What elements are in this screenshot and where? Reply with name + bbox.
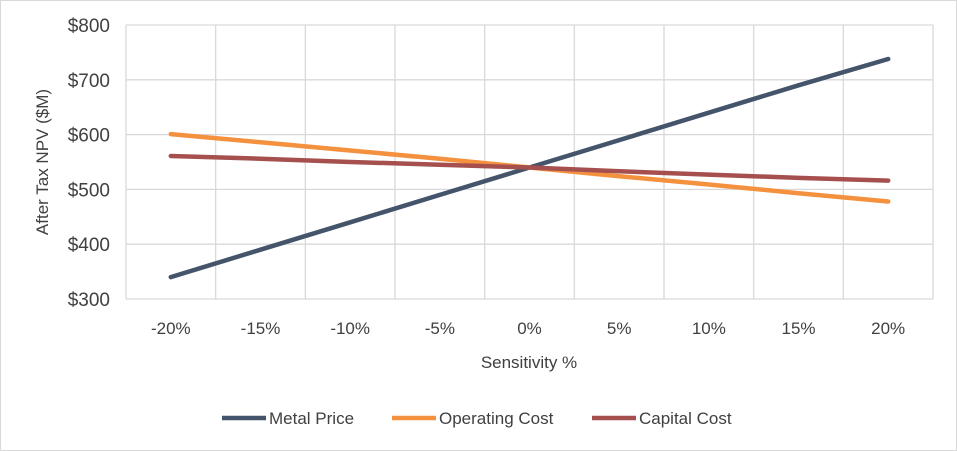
x-tick-label: 5% <box>607 319 632 338</box>
y-axis-label: After Tax NPV ($M) <box>33 89 52 235</box>
x-tick-label: 15% <box>781 319 815 338</box>
legend-label: Metal Price <box>269 409 354 428</box>
y-tick-label: $600 <box>68 126 110 147</box>
legend-label: Capital Cost <box>639 409 732 428</box>
y-tick-label: $500 <box>68 180 110 201</box>
series-lines <box>168 56 891 280</box>
x-tick-label: 10% <box>692 319 726 338</box>
series-line-capital-cost <box>168 153 891 183</box>
y-tick-label: $700 <box>68 71 110 92</box>
y-axis-ticks: $300 $400 $500 $600 $700 $800 <box>68 16 110 311</box>
x-tick-label: 20% <box>871 319 905 338</box>
legend-item-metal-price: Metal Price <box>222 409 354 428</box>
y-tick-label: $800 <box>68 16 110 37</box>
y-tick-label: $300 <box>68 290 110 311</box>
x-tick-label: 0% <box>517 319 542 338</box>
legend-item-capital-cost: Capital Cost <box>592 409 732 428</box>
x-axis-label: Sensitivity % <box>481 353 577 372</box>
x-tick-label: -20% <box>151 319 191 338</box>
legend-item-operating-cost: Operating Cost <box>392 409 554 428</box>
x-axis-ticks: -20% -15% -10% -5% 0% 5% 10% 15% 20% <box>151 319 905 338</box>
grid-lines <box>125 24 934 300</box>
x-tick-label: -10% <box>330 319 370 338</box>
x-tick-label: -15% <box>241 319 281 338</box>
x-tick-label: -5% <box>425 319 455 338</box>
legend-label: Operating Cost <box>439 409 554 428</box>
legend: Metal Price Operating Cost Capital Cost <box>222 409 732 428</box>
y-tick-label: $400 <box>68 235 110 256</box>
